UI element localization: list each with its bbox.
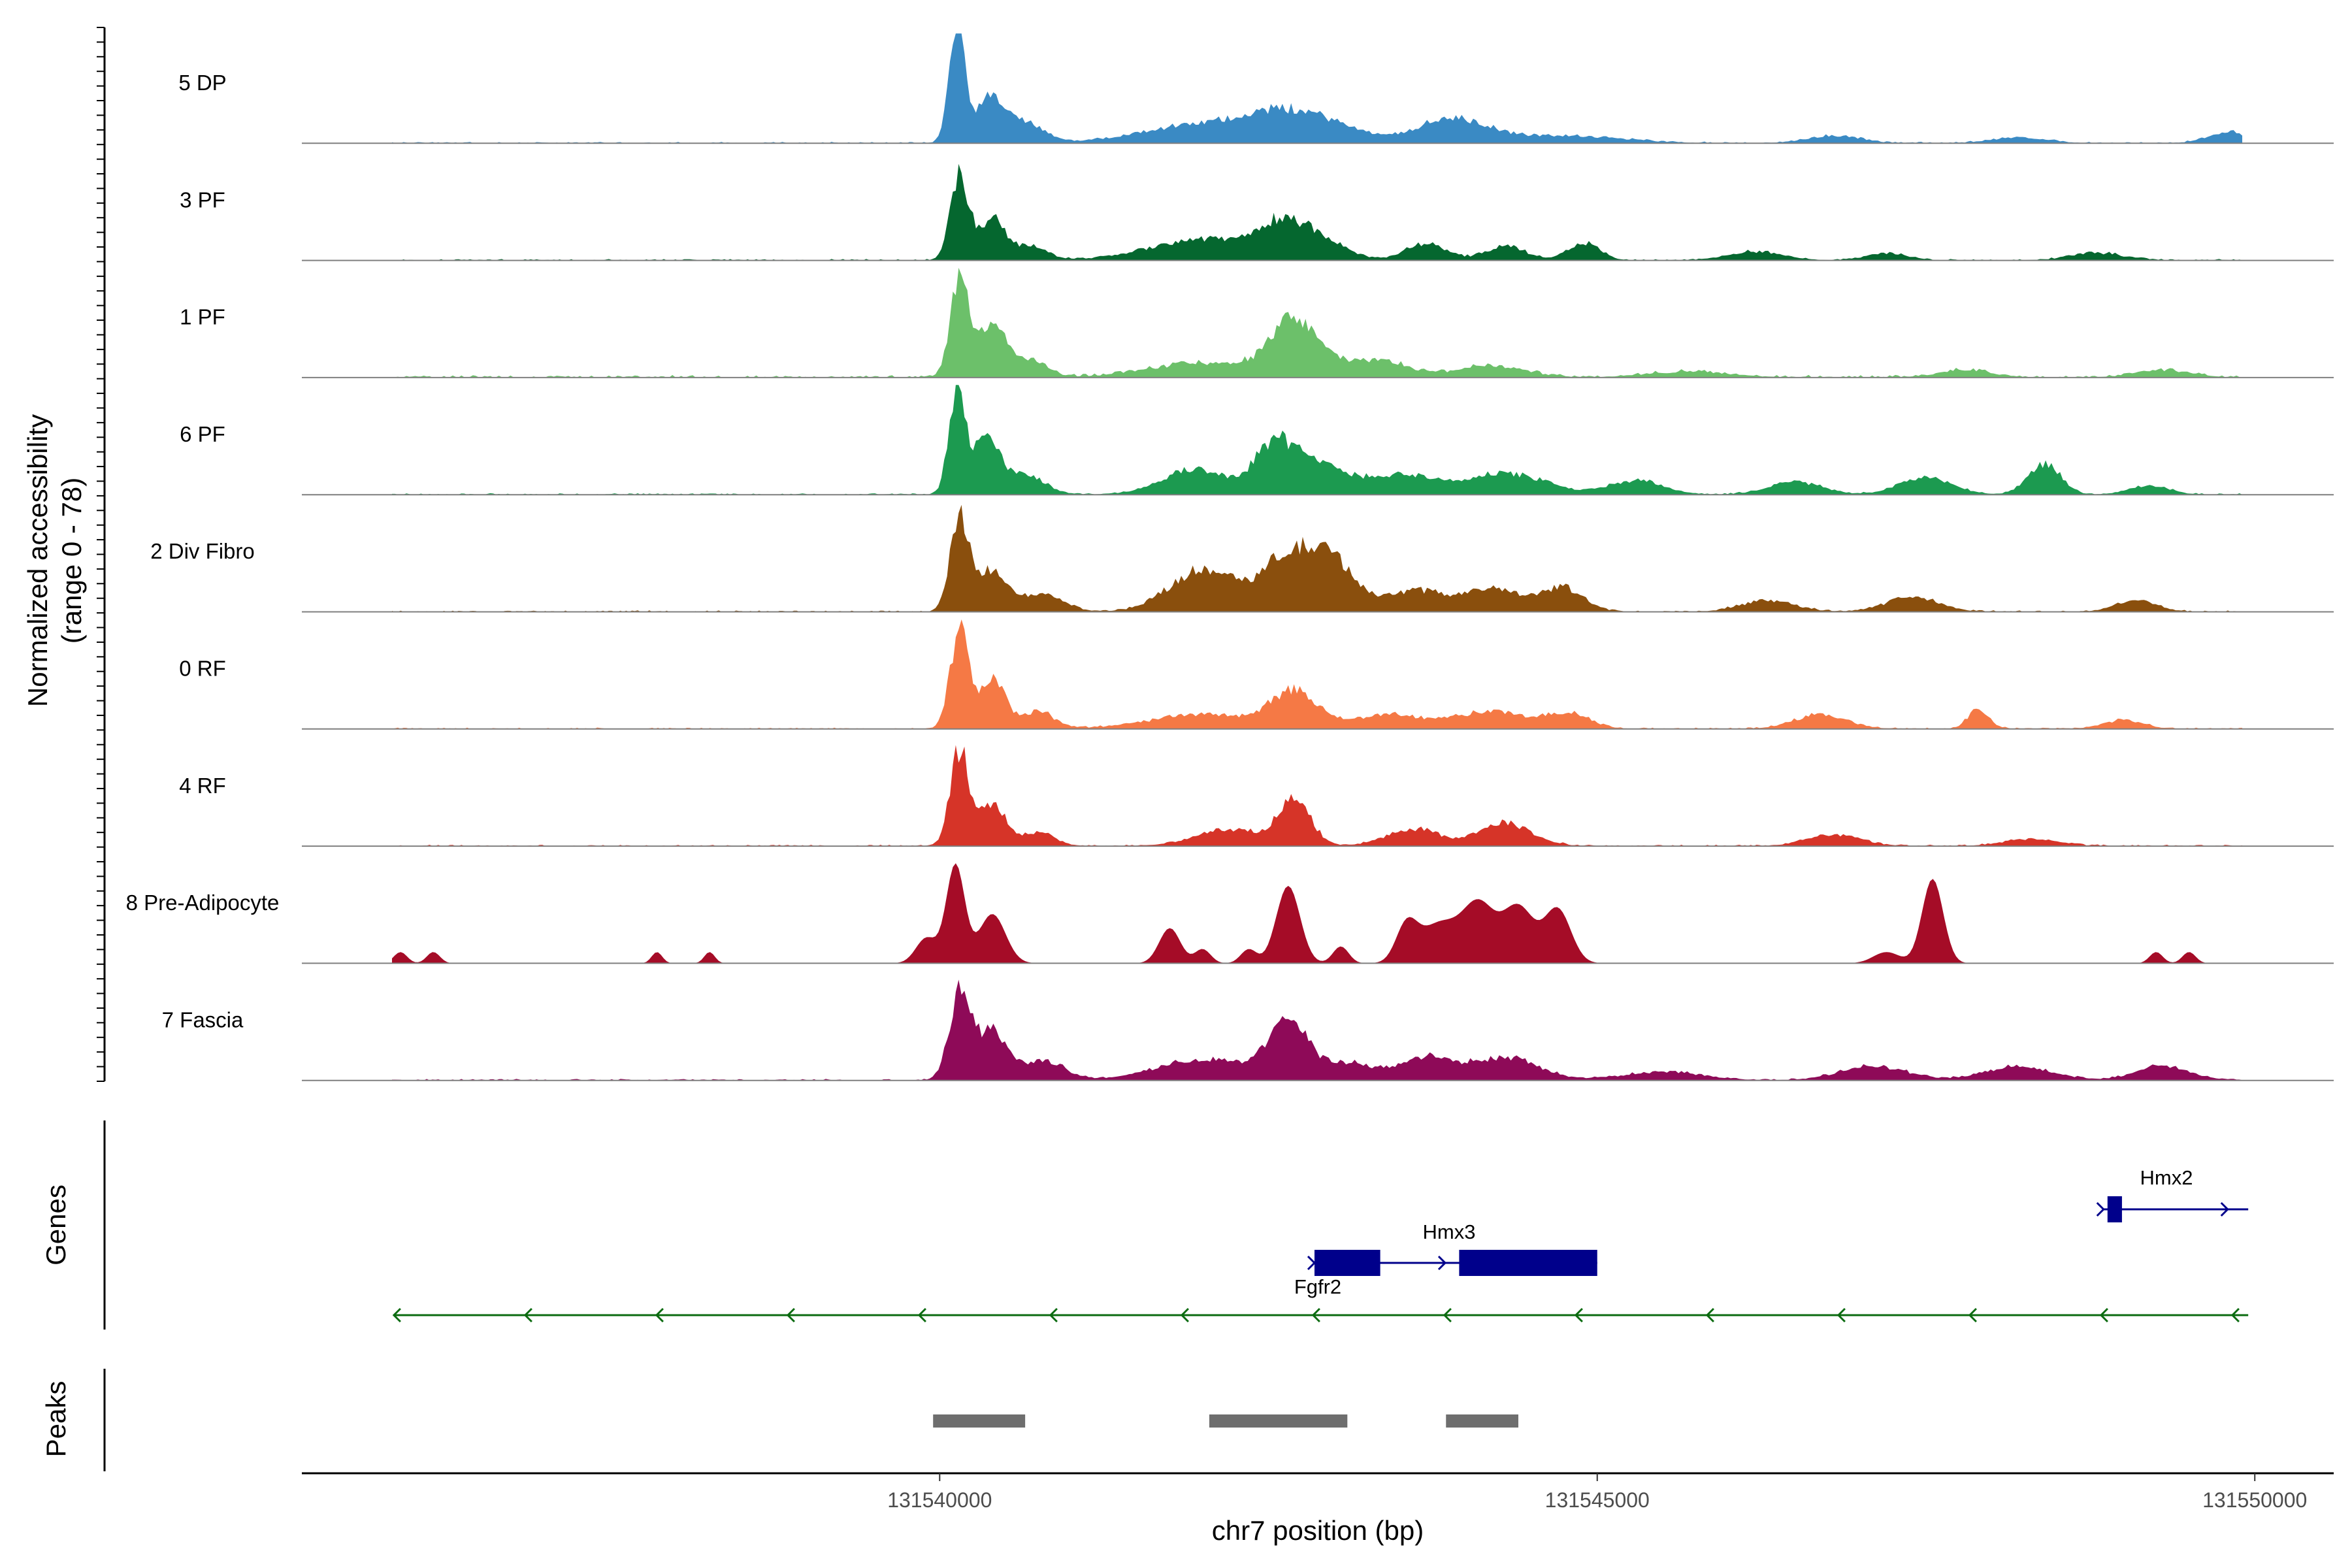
- gene-label-hmx3: Hmx3: [1423, 1220, 1476, 1243]
- track-label: 3 PF: [180, 188, 225, 212]
- coverage-area: [392, 267, 2242, 378]
- exon: [1314, 1250, 1380, 1276]
- strand-arrow: [1180, 1307, 1189, 1323]
- strand-arrow: [1837, 1307, 1846, 1323]
- coverage-tracks: 5 DP 3 PF 1 PF 6 PF 2 Div Fibro 0 RF 4 RF 8 Pre…: [126, 33, 2334, 1081]
- gene-label-hmx2: Hmx2: [2140, 1166, 2193, 1189]
- track-7: 4 RF: [179, 745, 2334, 847]
- gene-label-fgfr2: Fgfr2: [1294, 1275, 1341, 1298]
- peaks-panel-title: Peaks: [41, 1381, 71, 1458]
- strand-arrow: [2220, 1201, 2229, 1217]
- track-1: 5 DP: [178, 33, 2334, 144]
- strand-arrow: [2096, 1201, 2105, 1217]
- track-label: 8 Pre-Adipocyte: [126, 890, 280, 915]
- strand-arrow: [1437, 1255, 1447, 1271]
- strand-arrow: [1574, 1307, 1583, 1323]
- exon: [2107, 1196, 2122, 1222]
- coverage-area: [392, 385, 2242, 495]
- y-axis-title-line2: (range 0 - 78): [56, 478, 87, 644]
- gene-fgfr2: [392, 1307, 2249, 1323]
- x-axis-title: chr7 position (bp): [1212, 1515, 1424, 1546]
- coverage-area: [392, 163, 2242, 261]
- track-2: 3 PF: [180, 163, 2334, 261]
- peak-regions: [933, 1414, 1518, 1428]
- x-tick-label: 131550000: [2202, 1488, 2307, 1512]
- strand-arrow: [523, 1307, 532, 1323]
- coverage-area: [392, 979, 2242, 1081]
- strand-arrow: [392, 1307, 401, 1323]
- accessibility-y-axis: [97, 27, 106, 1082]
- genes-panel-title: Genes: [41, 1184, 71, 1266]
- strand-arrow: [1443, 1307, 1452, 1323]
- peak-region: [933, 1414, 1026, 1428]
- track-8: 8 Pre-Adipocyte: [126, 863, 2334, 964]
- track-5: 2 Div Fibro: [150, 504, 2334, 613]
- strand-arrow: [1968, 1307, 1977, 1323]
- strand-arrow: [2230, 1307, 2240, 1323]
- gene-hmx2: [2096, 1196, 2249, 1222]
- y-axis-title-line1: Normalized accessibility: [22, 414, 53, 707]
- track-label: 4 RF: [179, 774, 226, 798]
- strand-arrow: [655, 1307, 664, 1323]
- track-4: 6 PF: [180, 385, 2334, 496]
- track-label: 2 Div Fibro: [150, 539, 255, 563]
- track-9: 7 Fascia: [162, 979, 2334, 1081]
- coverage-area: [392, 33, 2242, 144]
- track-label: 5 DP: [178, 71, 226, 95]
- track-label: 6 PF: [180, 422, 225, 446]
- strand-arrow: [2099, 1307, 2108, 1323]
- peak-region: [1446, 1414, 1518, 1428]
- x-tick-label: 131540000: [887, 1488, 992, 1512]
- track-label: 1 PF: [180, 305, 225, 329]
- track-6: 0 RF: [179, 619, 2334, 730]
- coverage-area: [392, 619, 2242, 729]
- gene-hmx3: [1307, 1250, 1597, 1276]
- x-axis: 131540000 131545000 131550000: [887, 1473, 2307, 1512]
- track-label: 7 Fascia: [162, 1007, 244, 1032]
- strand-arrow: [917, 1307, 926, 1323]
- strand-arrow: [1311, 1307, 1320, 1323]
- strand-arrow: [1049, 1307, 1058, 1323]
- strand-arrow: [1705, 1307, 1714, 1323]
- peak-region: [1209, 1414, 1348, 1428]
- gene-annotations: Fgfr2 Hmx3 Hmx2: [392, 1166, 2249, 1323]
- track-label: 0 RF: [179, 657, 226, 681]
- strand-arrow: [786, 1307, 795, 1323]
- exon: [1459, 1250, 1597, 1276]
- coverage-area: [392, 504, 2242, 612]
- x-tick-label: 131545000: [1545, 1488, 1650, 1512]
- track-3: 1 PF: [180, 267, 2334, 378]
